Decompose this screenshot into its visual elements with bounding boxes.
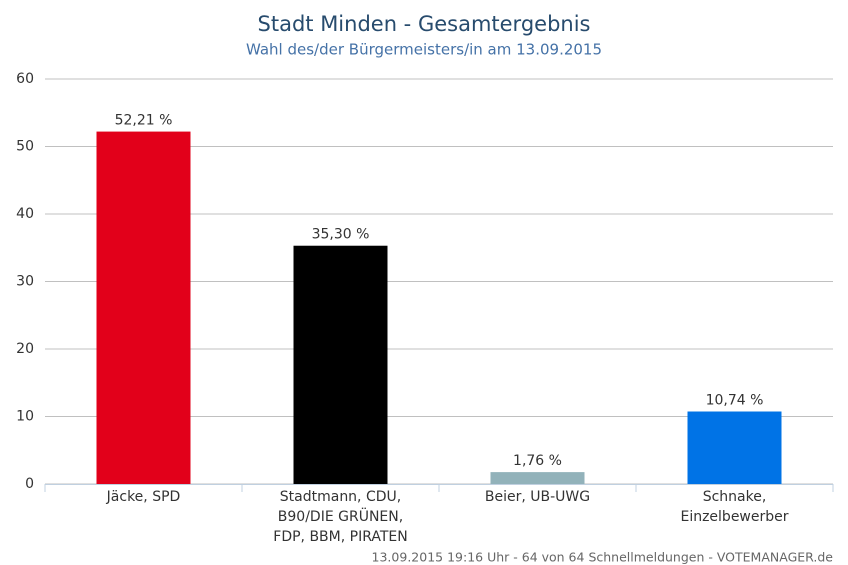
- value-label: 10,74 %: [706, 393, 764, 409]
- y-tick-label: 60: [16, 71, 34, 87]
- y-tick-label: 50: [16, 139, 34, 155]
- value-label: 35,30 %: [312, 227, 370, 243]
- y-tick-label: 0: [25, 476, 34, 492]
- bar: [490, 472, 585, 484]
- y-tick-label: 30: [16, 274, 34, 290]
- x-tick-label: Jäcke, SPD: [106, 489, 181, 505]
- footer: 13.09.2015 19:16 Uhr - 64 von 64 Schnell…: [372, 550, 834, 565]
- x-tick-label: Beier, UB-UWG: [484, 489, 591, 505]
- y-tick-label: 10: [16, 409, 34, 425]
- x-tick-label: Schnake, Einzelbewerber: [680, 489, 789, 525]
- y-tick-label: 20: [16, 341, 34, 357]
- bar: [293, 245, 388, 484]
- chart-subtitle: Wahl des/der Bürgermeisters/in am 13.09.…: [246, 41, 602, 59]
- bar: [96, 131, 191, 484]
- y-tick-label: 40: [16, 206, 34, 222]
- x-tick-label: Stadtmann, CDU, B90/DIE GRÜNEN, FDP, BBM…: [273, 489, 408, 545]
- chart-title: Stadt Minden - Gesamtergebnis: [258, 12, 591, 36]
- value-label: 52,21 %: [115, 113, 173, 129]
- bar: [687, 411, 782, 484]
- value-label: 1,76 %: [513, 453, 562, 469]
